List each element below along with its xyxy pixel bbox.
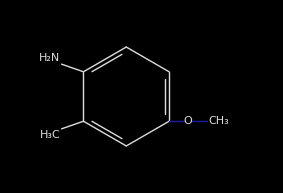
Text: H₂N: H₂N [39, 53, 61, 63]
Text: O: O [184, 116, 192, 126]
Text: H₃C: H₃C [40, 130, 61, 140]
Text: CH₃: CH₃ [208, 116, 229, 126]
